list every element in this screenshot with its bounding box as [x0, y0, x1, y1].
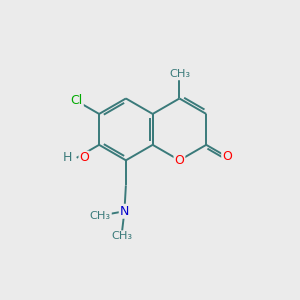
- Text: O: O: [222, 150, 232, 164]
- Text: O: O: [79, 151, 89, 164]
- Text: O: O: [175, 154, 184, 167]
- Text: CH₃: CH₃: [111, 231, 132, 241]
- Text: CH₃: CH₃: [169, 69, 190, 79]
- Text: CH₃: CH₃: [90, 211, 111, 221]
- Text: N: N: [120, 205, 129, 218]
- Text: H: H: [63, 151, 73, 164]
- Text: Cl: Cl: [70, 94, 83, 107]
